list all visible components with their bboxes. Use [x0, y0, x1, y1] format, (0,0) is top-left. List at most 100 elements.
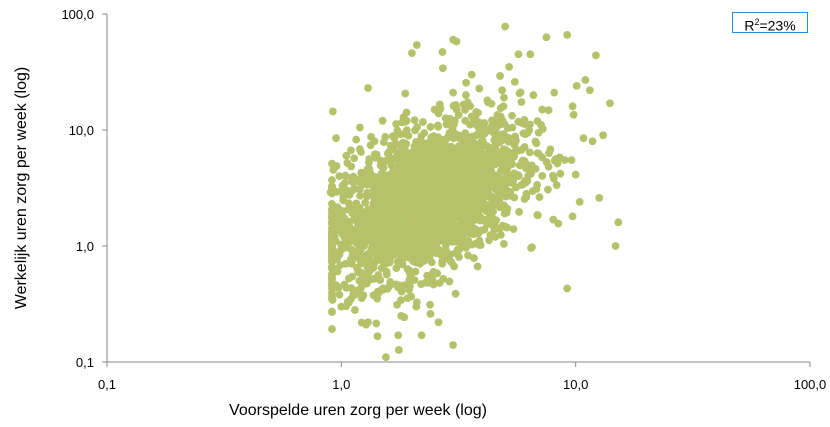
data-point [340, 280, 349, 289]
data-point [454, 246, 463, 255]
data-point [496, 230, 505, 239]
data-point [429, 268, 438, 276]
data-point [487, 159, 496, 168]
data-point [449, 88, 458, 97]
data-point [420, 226, 429, 235]
data-point [328, 262, 336, 271]
data-point [394, 331, 403, 340]
data-point [408, 157, 417, 166]
data-point [571, 170, 580, 179]
data-point [553, 159, 562, 168]
data-point [544, 106, 553, 115]
data-point [402, 126, 411, 135]
data-point [546, 145, 555, 154]
data-point [379, 173, 387, 182]
data-point [333, 203, 342, 212]
data-point [465, 191, 474, 200]
data-point [380, 243, 389, 252]
data-point [499, 240, 508, 248]
data-point [469, 230, 478, 239]
data-point [535, 193, 544, 202]
data-point [438, 64, 447, 73]
data-point [538, 153, 546, 162]
data-point [500, 222, 509, 231]
data-point [552, 181, 561, 189]
data-point [390, 167, 399, 176]
data-point [383, 284, 392, 293]
data-point [595, 193, 604, 202]
data-point [538, 171, 547, 180]
data-point [352, 135, 361, 144]
data-point [337, 245, 346, 254]
data-point [332, 134, 341, 143]
data-point [365, 155, 374, 163]
data-point [471, 131, 480, 140]
y-tick-label: 100,0 [61, 7, 94, 22]
data-point [379, 138, 388, 146]
data-point [337, 223, 345, 232]
data-point [449, 131, 458, 140]
data-point [471, 191, 479, 200]
r-squared-annotation: R2=23% [732, 12, 808, 34]
data-point [425, 206, 434, 214]
data-point [442, 151, 451, 160]
data-point [427, 258, 436, 267]
data-point [581, 76, 590, 84]
data-point [491, 124, 500, 133]
data-point [441, 210, 450, 219]
data-point [351, 306, 359, 314]
data-point [375, 190, 384, 199]
data-point [512, 136, 520, 145]
data-point [430, 217, 439, 226]
x-ticks: 0,1 1,0 10,0 100,0 [98, 362, 826, 392]
data-point [382, 270, 391, 279]
data-point [433, 121, 442, 130]
data-point [374, 255, 382, 264]
data-point [533, 211, 542, 220]
data-point [370, 172, 379, 181]
data-point [489, 118, 498, 127]
data-point [521, 130, 530, 139]
data-point [403, 294, 412, 303]
data-point [456, 131, 465, 140]
data-point [347, 162, 356, 171]
data-point [397, 207, 406, 216]
data-point [429, 247, 437, 255]
data-point [403, 265, 412, 273]
data-point [496, 72, 504, 80]
y-axis-title: Werkelijk uren zorg per week (log) [13, 67, 30, 309]
data-point [436, 219, 445, 228]
data-point [328, 107, 337, 116]
data-point [599, 131, 608, 140]
data-point [456, 208, 465, 217]
data-point [363, 192, 372, 201]
data-point [510, 77, 519, 86]
data-point [347, 259, 356, 268]
data-point [328, 271, 336, 280]
data-point [397, 252, 406, 261]
data-point [395, 186, 404, 194]
data-point [549, 174, 558, 183]
data-point [455, 235, 463, 244]
data-point [335, 290, 344, 299]
data-point [467, 197, 475, 206]
data-point [563, 31, 572, 39]
data-point [509, 225, 518, 234]
data-point [424, 169, 432, 178]
data-point [410, 211, 419, 220]
data-point [392, 238, 401, 247]
data-point [430, 105, 439, 114]
data-point [410, 116, 419, 125]
data-point [372, 319, 381, 328]
data-point [508, 179, 517, 188]
data-point [399, 157, 408, 166]
data-point [387, 161, 396, 170]
data-point [520, 143, 529, 151]
data-point [440, 137, 448, 145]
data-point [342, 151, 351, 160]
data-point [393, 300, 401, 309]
data-point [421, 179, 429, 188]
data-point [520, 195, 529, 203]
data-point [402, 140, 411, 148]
data-point [420, 157, 429, 166]
